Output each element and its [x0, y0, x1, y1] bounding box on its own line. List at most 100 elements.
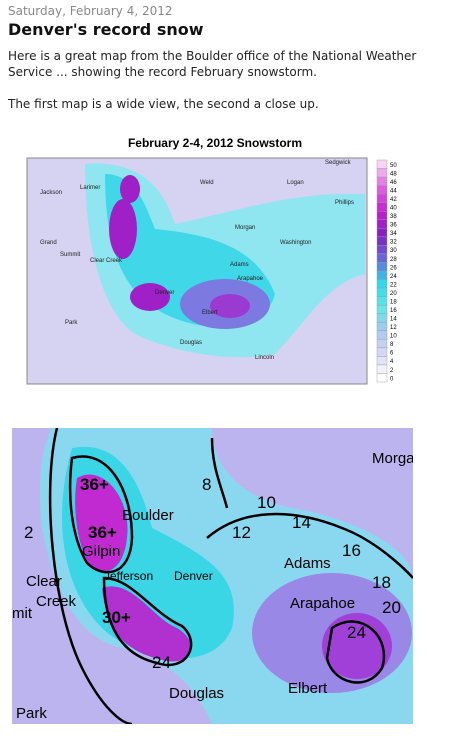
legend-swatch [376, 339, 388, 349]
legend-label: 8 [390, 342, 394, 348]
place-label: Denver [174, 569, 213, 583]
contour [68, 455, 134, 574]
legend-swatch [376, 356, 388, 366]
legend-label: 4 [390, 359, 394, 365]
place-label: Douglas [180, 340, 202, 346]
legend-label: 6 [390, 351, 394, 357]
contour-label: 18 [372, 573, 391, 592]
contour [48, 428, 133, 724]
place-label: Summit [60, 252, 81, 258]
legend-label: 16 [390, 308, 397, 314]
place-label: Creek [36, 593, 77, 610]
place-label: Clear [26, 573, 62, 590]
legend-label: 18 [390, 299, 397, 305]
legend-swatch [376, 168, 388, 178]
legend-label: 42 [390, 197, 397, 203]
legend-swatch [376, 287, 388, 297]
legend-swatch [376, 364, 388, 374]
legend-swatch [376, 176, 388, 186]
place-label: Washington [280, 240, 311, 246]
place-label: Grand [40, 240, 57, 246]
legend-label: 14 [390, 317, 397, 323]
legend-swatch [376, 322, 388, 331]
legend-label: 40 [390, 206, 397, 212]
paragraph: Here is a great map from the Boulder off… [8, 49, 417, 79]
place-label: Park [16, 705, 47, 722]
place-label: Clear Creek [90, 258, 123, 264]
legend-label: 22 [390, 282, 397, 288]
legend-label: 46 [390, 180, 397, 186]
legend-swatch [376, 236, 388, 246]
place-label: Morgan [235, 225, 255, 231]
post-title[interactable]: Denver's record snow [8, 20, 204, 39]
legend-label: 38 [390, 214, 397, 220]
legend-swatch [376, 304, 388, 314]
contour-label: 24 [347, 623, 366, 642]
legend-label: 12 [390, 325, 397, 331]
place-label: Arapahoe [290, 595, 355, 612]
place-label: Phillips [335, 200, 354, 206]
contour [325, 620, 386, 684]
place-label: Park [65, 320, 78, 326]
contour-label: 24 [152, 653, 171, 672]
legend-swatch [376, 296, 388, 306]
snow-area [130, 283, 170, 311]
contour-label: 16 [342, 541, 361, 560]
contour-label: 36+ [80, 475, 109, 494]
legend-swatch [376, 253, 388, 263]
contour-label: 14 [292, 513, 311, 532]
contour-label: 12 [232, 523, 251, 542]
legend-swatch [376, 185, 388, 195]
place-label: Arapahoe [237, 276, 264, 282]
snow-area [120, 175, 140, 203]
legend-label: 44 [390, 188, 397, 194]
legend-label: 48 [390, 171, 397, 177]
legend-label: 24 [390, 274, 397, 280]
legend-swatch [376, 279, 388, 289]
snow-area [210, 294, 250, 318]
legend-swatch [376, 313, 388, 323]
place-label: mit [12, 605, 33, 622]
post-date: Saturday, February 4, 2012 [8, 4, 173, 18]
legend-swatch [376, 228, 388, 238]
legend-label: 28 [390, 257, 397, 263]
place-label: Weld [200, 180, 214, 186]
contour [206, 512, 413, 579]
place-label: Boulder [122, 507, 174, 524]
wide-map: February 2-4, 2012 Snowstorm Weld Logan Se… [26, 136, 397, 385]
snow-area [322, 613, 392, 679]
place-label: Logan [287, 180, 304, 186]
legend-swatch [376, 262, 388, 272]
legend-swatch [376, 211, 388, 220]
place-label: Adams [284, 555, 331, 572]
legend-swatch [376, 373, 388, 383]
legend-swatch [376, 245, 388, 255]
place-label: Lincoln [255, 355, 274, 361]
legend-label: 20 [390, 291, 397, 297]
place-label: Elbert [288, 680, 328, 697]
place-label: Denver [155, 290, 174, 296]
legend-swatch [376, 347, 388, 357]
place-label: Jefferson [104, 569, 153, 583]
contour-label: 8 [202, 475, 211, 494]
place-label: Elbert [202, 310, 218, 316]
contour-label: 36+ [88, 523, 117, 542]
legend-swatch [376, 193, 388, 203]
place-label: Douglas [169, 685, 224, 702]
legend-label: 50 [390, 163, 397, 169]
contour [102, 576, 193, 667]
contour-label: 20 [382, 598, 401, 617]
contour-label: 30+ [102, 608, 131, 627]
legend-label: 36 [390, 223, 397, 229]
snow-area [109, 199, 137, 259]
legend-swatch [376, 202, 388, 212]
place-label: Jackson [40, 190, 62, 196]
place-label: Morga [372, 450, 413, 467]
legend-label: 32 [390, 240, 397, 246]
legend-swatch [376, 330, 388, 340]
place-label: Adams [230, 262, 249, 268]
place-label: Larimer [80, 185, 100, 191]
contour-label: 10 [257, 493, 276, 512]
